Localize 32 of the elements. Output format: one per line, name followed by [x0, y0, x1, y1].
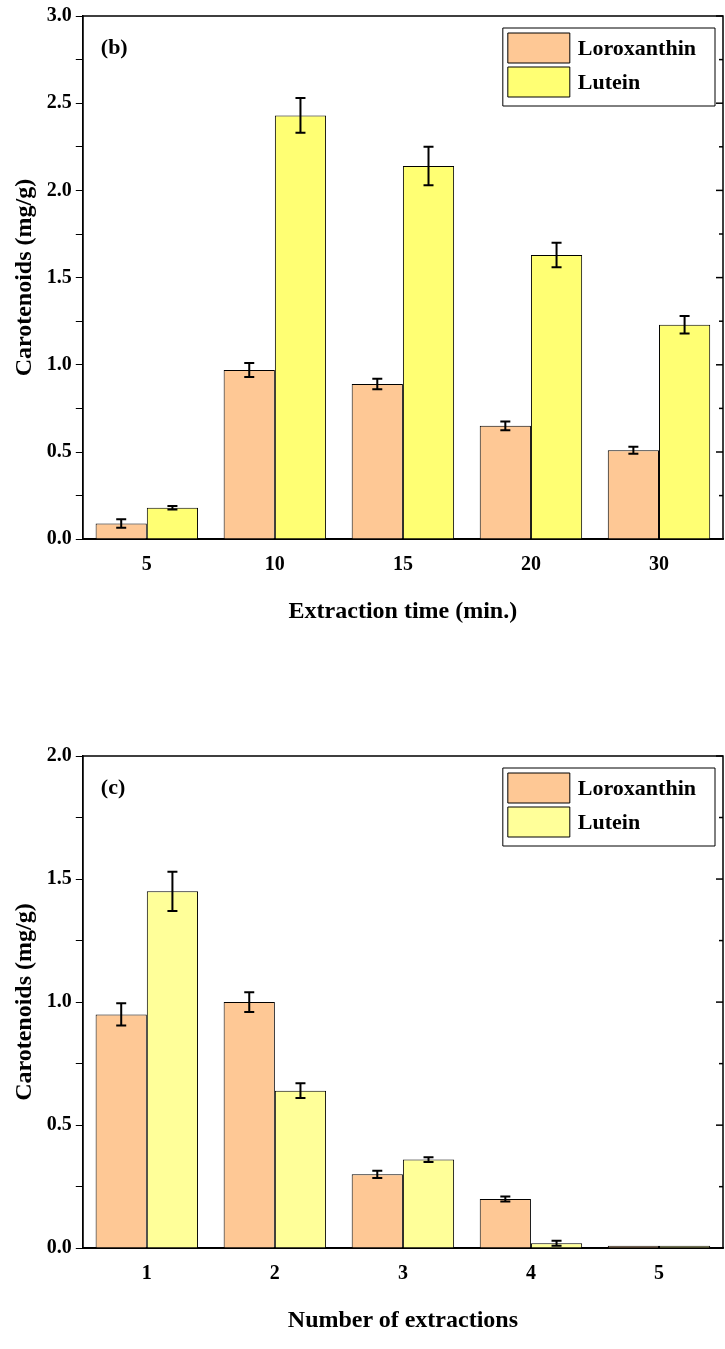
- y-tick-label: 1.5: [46, 866, 72, 889]
- legend-label: Lutein: [577, 808, 641, 834]
- y-tick-label: 1.5: [46, 264, 72, 287]
- y-tick-label: 0.5: [46, 1112, 72, 1135]
- y-axis-title: Carotenoids (mg/g): [9, 178, 36, 377]
- y-tick-label: 0.0: [46, 526, 72, 549]
- y-tick-label: 3.0: [46, 3, 72, 26]
- legend-label: Lutein: [577, 68, 641, 94]
- y-tick-label: 2.0: [46, 743, 72, 766]
- y-tick-label: 0.0: [46, 1235, 72, 1258]
- x-tick-label: 2: [269, 1261, 280, 1284]
- y-tick-label: 2.5: [46, 90, 72, 113]
- y-tick-label: 1.0: [46, 351, 72, 374]
- y-axis-title: Carotenoids (mg/g): [9, 903, 36, 1101]
- y-tick-label: 2.0: [46, 177, 72, 200]
- x-axis-title: Number of extractions: [287, 1305, 518, 1332]
- y-tick-label: 0.5: [46, 439, 72, 462]
- x-tick-label: 4: [525, 1261, 536, 1284]
- legend-label: Loroxanthin: [577, 34, 696, 60]
- x-tick-label: 3: [397, 1261, 408, 1284]
- x-tick-label: 15: [392, 552, 413, 575]
- x-tick-label: 1: [141, 1261, 152, 1284]
- x-axis-title: Extraction time (min.): [288, 596, 518, 623]
- x-tick-label: 5: [653, 1261, 664, 1284]
- x-tick-label: 10: [264, 552, 285, 575]
- y-tick-label: 1.0: [46, 989, 72, 1012]
- annotation: (b): [100, 33, 128, 59]
- x-tick-label: 30: [648, 552, 669, 575]
- x-tick-label: 20: [520, 552, 541, 575]
- annotation: (c): [100, 773, 126, 799]
- x-tick-label: 5: [141, 552, 152, 575]
- legend-label: Loroxanthin: [577, 774, 696, 800]
